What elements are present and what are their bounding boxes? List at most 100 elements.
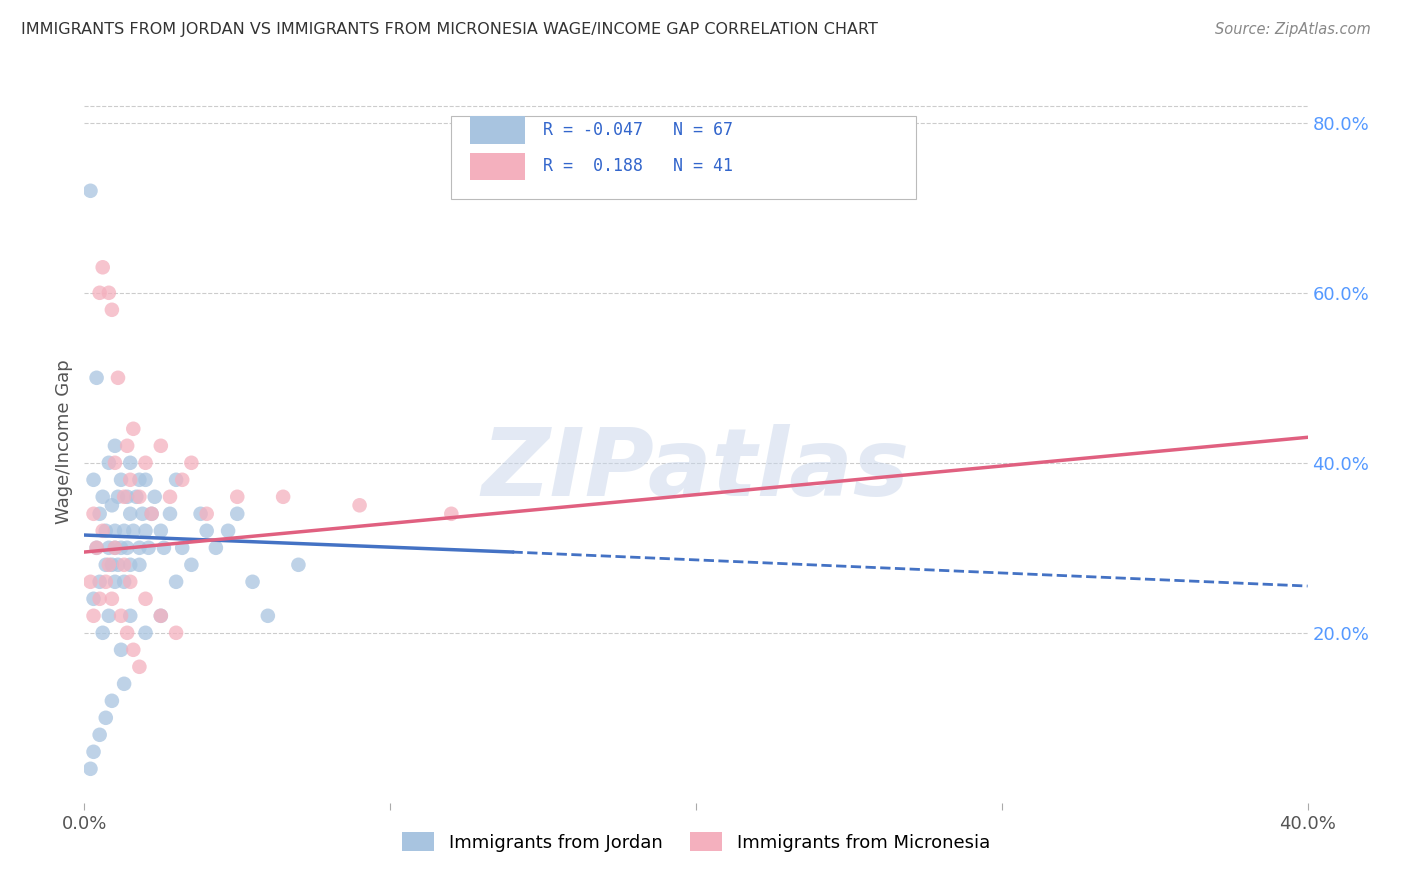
Point — [112, 490, 135, 504]
Point — [172, 541, 194, 555]
Point — [79, 574, 101, 589]
Point — [83, 507, 105, 521]
Point — [120, 608, 142, 623]
Point — [165, 574, 187, 589]
Point — [205, 541, 228, 555]
Point — [104, 524, 127, 538]
Point — [91, 490, 114, 504]
Point — [120, 456, 142, 470]
Point — [128, 490, 150, 504]
Point — [112, 677, 135, 691]
Point — [79, 762, 101, 776]
Point — [120, 473, 142, 487]
Point — [97, 285, 120, 300]
Point — [440, 507, 463, 521]
Point — [165, 625, 187, 640]
Point — [101, 302, 124, 317]
Point — [115, 439, 138, 453]
Point — [159, 490, 181, 504]
Point — [104, 541, 127, 555]
Point — [143, 490, 166, 504]
Point — [138, 541, 160, 555]
Point — [128, 473, 150, 487]
Point — [110, 473, 132, 487]
Point — [110, 541, 132, 555]
Point — [149, 608, 172, 623]
Point — [79, 184, 101, 198]
Point — [115, 541, 138, 555]
Point — [97, 608, 120, 623]
Point — [104, 574, 127, 589]
Point — [86, 541, 108, 555]
Point — [104, 439, 127, 453]
Point — [112, 524, 135, 538]
Point — [287, 558, 309, 572]
Point — [83, 608, 105, 623]
Point — [135, 473, 157, 487]
Point — [94, 574, 117, 589]
Point — [101, 558, 124, 572]
Point — [190, 507, 212, 521]
Point — [120, 574, 142, 589]
Point — [135, 524, 157, 538]
Point — [180, 456, 202, 470]
Point — [86, 371, 108, 385]
Point — [135, 625, 157, 640]
Point — [94, 711, 117, 725]
Point — [89, 285, 111, 300]
Point — [89, 507, 111, 521]
Point — [149, 524, 172, 538]
Point — [91, 625, 114, 640]
Point — [141, 507, 163, 521]
Point — [257, 608, 280, 623]
Point — [141, 507, 163, 521]
Point — [101, 591, 124, 606]
Point — [226, 490, 249, 504]
Point — [120, 507, 142, 521]
Point — [153, 541, 176, 555]
Point — [159, 507, 181, 521]
Point — [120, 558, 142, 572]
FancyBboxPatch shape — [470, 153, 524, 180]
Point — [104, 456, 127, 470]
Point — [128, 660, 150, 674]
Point — [349, 498, 371, 512]
Point — [94, 558, 117, 572]
Point — [226, 507, 249, 521]
Point — [149, 608, 172, 623]
Point — [125, 490, 148, 504]
Point — [271, 490, 294, 504]
Point — [112, 574, 135, 589]
Point — [101, 498, 124, 512]
Point — [165, 473, 187, 487]
Point — [242, 574, 264, 589]
Point — [110, 642, 132, 657]
Point — [135, 456, 157, 470]
Point — [195, 524, 218, 538]
Point — [149, 439, 172, 453]
Point — [115, 490, 138, 504]
Point — [180, 558, 202, 572]
Text: R = -0.047   N = 67: R = -0.047 N = 67 — [543, 121, 733, 139]
Point — [91, 260, 114, 275]
Point — [83, 473, 105, 487]
Point — [107, 558, 129, 572]
FancyBboxPatch shape — [451, 117, 917, 200]
Point — [91, 524, 114, 538]
Point — [101, 694, 124, 708]
Point — [110, 608, 132, 623]
Text: Source: ZipAtlas.com: Source: ZipAtlas.com — [1215, 22, 1371, 37]
Point — [97, 558, 120, 572]
Point — [89, 591, 111, 606]
Point — [83, 591, 105, 606]
Point — [128, 558, 150, 572]
Y-axis label: Wage/Income Gap: Wage/Income Gap — [55, 359, 73, 524]
Point — [128, 541, 150, 555]
Point — [94, 524, 117, 538]
Point — [122, 642, 145, 657]
Point — [217, 524, 239, 538]
Point — [122, 524, 145, 538]
Point — [122, 422, 145, 436]
Point — [97, 541, 120, 555]
Point — [112, 558, 135, 572]
